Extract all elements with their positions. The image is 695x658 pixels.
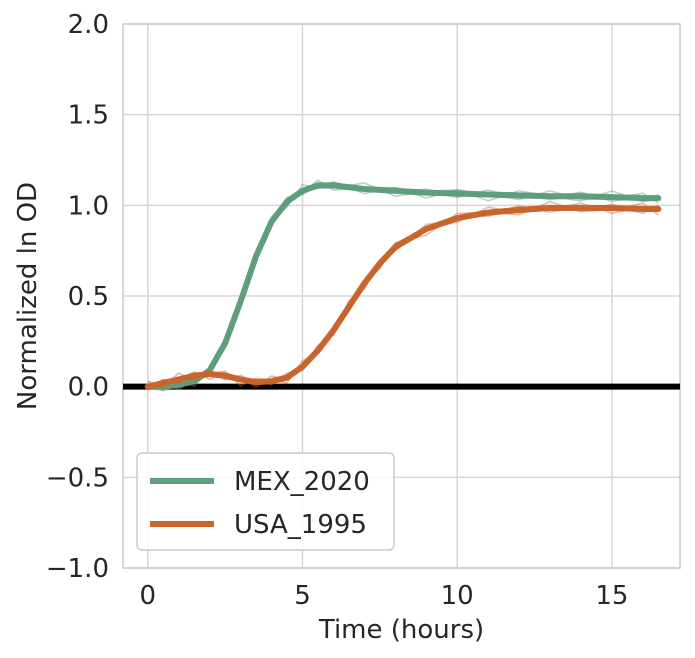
legend-label-mex-2020: MEX_2020 (234, 467, 370, 497)
y-tick-label: 0.0 (68, 373, 109, 403)
legend-label-usa-1995: USA_1995 (234, 510, 367, 540)
series-line-usa-1995 (144, 205, 662, 390)
y-axis-label: Normalized ln OD (13, 182, 43, 410)
plot-frame (122, 23, 681, 569)
replicate-trace-mex-2020 (147, 181, 659, 391)
y-tick-label: 1.0 (68, 191, 109, 221)
replicate-trace-mex-2020 (147, 181, 659, 391)
x-tick-label: 5 (294, 581, 311, 611)
y-tick-label: 2.0 (68, 10, 109, 40)
x-tick-labels: 0 5 10 15 (139, 581, 628, 611)
replicate-trace-mex-2020 (147, 182, 659, 391)
x-tick-label: 15 (595, 581, 628, 611)
series-line-mex-2020 (144, 182, 662, 390)
x-tick-label: 0 (139, 581, 156, 611)
y-tick-labels: −1.0 −0.5 0.0 0.5 1.0 1.5 2.0 (46, 10, 109, 584)
y-tick-label: −0.5 (46, 463, 109, 493)
replicate-trace-usa-1995 (147, 200, 659, 390)
y-tick-label: 1.5 (68, 101, 109, 131)
y-tick-label: −1.0 (46, 554, 109, 584)
replicate-trace-usa-1995 (147, 202, 659, 388)
x-axis-label: Time (hours) (318, 615, 484, 645)
legend: MEX_2020 USA_1995 (136, 452, 395, 551)
y-tick-label: 0.5 (68, 282, 109, 312)
replicate-trace-usa-1995 (147, 203, 659, 391)
series-layer (144, 179, 662, 392)
x-tick-label: 10 (441, 581, 474, 611)
